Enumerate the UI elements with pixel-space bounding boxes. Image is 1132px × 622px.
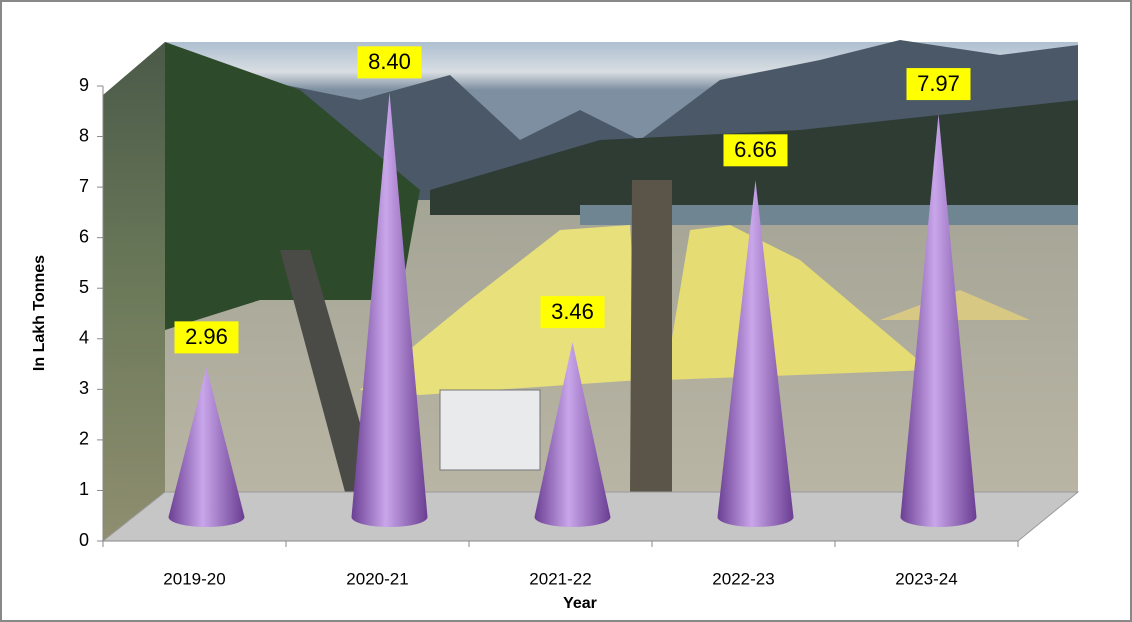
cone bbox=[900, 114, 977, 528]
y-tick-label: 7 bbox=[79, 176, 89, 196]
value-label-bg bbox=[540, 296, 605, 329]
value-label: 2.96 bbox=[185, 324, 228, 349]
cone bbox=[351, 92, 428, 527]
value-label: 7.97 bbox=[917, 71, 960, 96]
value-label-bg bbox=[906, 68, 971, 101]
x-tick-label: 2019-20 bbox=[163, 569, 225, 588]
side-wall bbox=[103, 42, 165, 541]
value-label-bg bbox=[723, 134, 788, 167]
background-photo bbox=[165, 40, 1078, 492]
y-tick-label: 9 bbox=[79, 75, 89, 95]
y-tick-label: 3 bbox=[79, 378, 89, 398]
value-label: 6.66 bbox=[734, 137, 777, 162]
cone bbox=[717, 180, 794, 528]
value-label-bg bbox=[357, 46, 422, 79]
y-tick-label: 8 bbox=[79, 125, 89, 145]
y-tick-label: 6 bbox=[79, 226, 89, 246]
y-tick-label: 1 bbox=[79, 479, 89, 499]
y-tick-label: 4 bbox=[79, 328, 89, 348]
cone bbox=[534, 342, 611, 527]
x-tick-label: 2021-22 bbox=[529, 569, 591, 588]
y-tick-label: 5 bbox=[79, 277, 89, 297]
y-tick-label: 0 bbox=[79, 530, 89, 550]
cone bbox=[168, 367, 245, 527]
x-axis-title: Year bbox=[563, 595, 597, 612]
value-label: 3.46 bbox=[551, 299, 594, 324]
x-tick-label: 2023-24 bbox=[895, 569, 957, 588]
y-tick-label: 2 bbox=[79, 429, 89, 449]
x-tick-label: 2022-23 bbox=[712, 569, 774, 588]
y-axis-title: In Lakh Tonnes bbox=[31, 255, 48, 371]
x-tick-label: 2020-21 bbox=[346, 569, 408, 588]
value-label: 8.40 bbox=[368, 49, 411, 74]
value-label-bg bbox=[174, 321, 239, 354]
